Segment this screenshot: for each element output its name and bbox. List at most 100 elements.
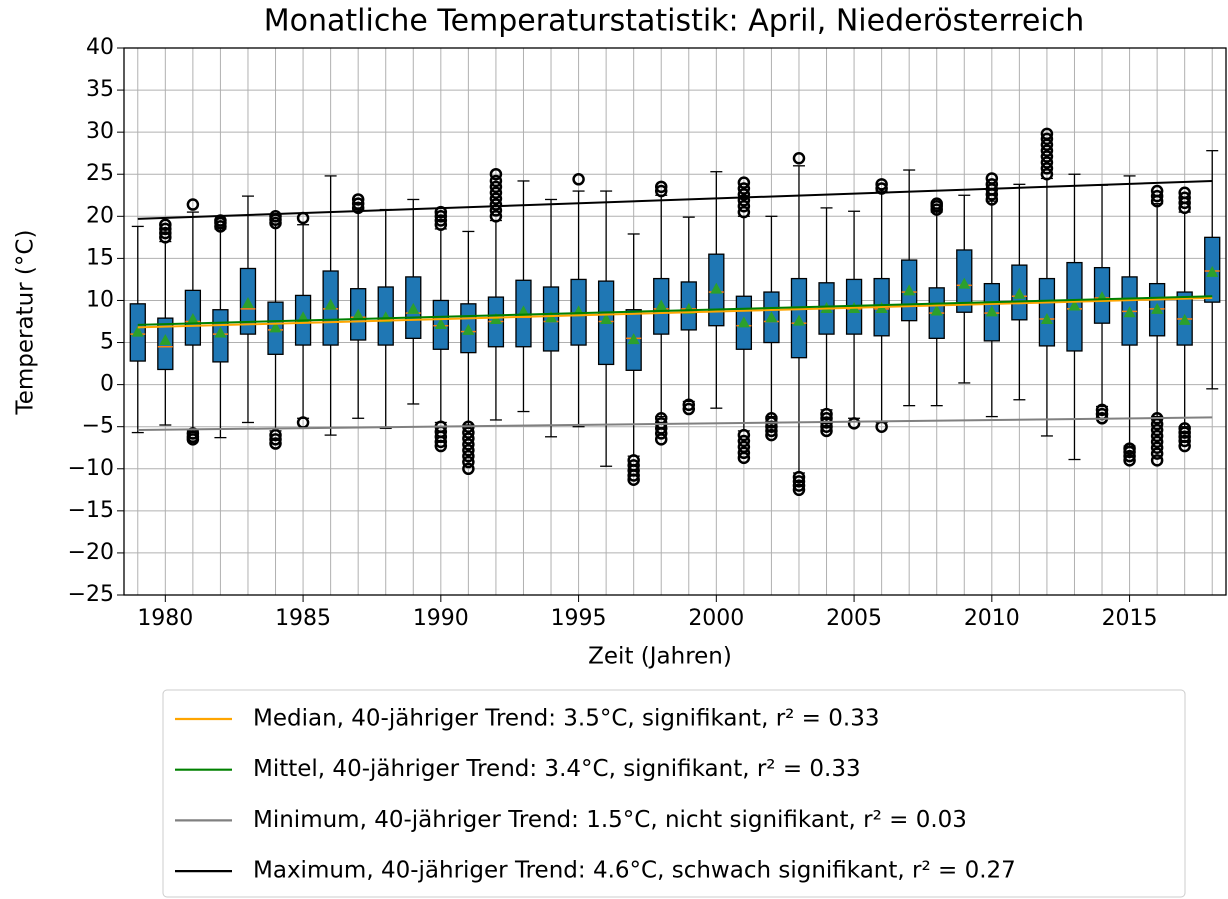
x-tick-label: 1985 bbox=[275, 606, 331, 631]
mean-marker bbox=[627, 333, 640, 345]
mean-marker bbox=[930, 304, 943, 316]
outlier bbox=[1150, 447, 1164, 460]
outlier bbox=[847, 417, 861, 430]
y-tick-label: 40 bbox=[86, 35, 114, 60]
trend-line bbox=[137, 179, 1213, 220]
mean-marker bbox=[710, 282, 723, 294]
legend-label: Minimum, 40-jähriger Trend: 1.5°C, nicht… bbox=[253, 807, 967, 833]
mean-marker bbox=[765, 311, 778, 323]
x-axis-label: Zeit (Jahren) bbox=[588, 644, 732, 670]
outlier bbox=[1040, 162, 1054, 175]
outlier bbox=[351, 201, 365, 215]
mean-marker bbox=[1040, 312, 1053, 324]
mean-marker bbox=[1068, 299, 1081, 311]
outlier bbox=[351, 197, 365, 210]
outlier bbox=[627, 473, 640, 486]
outlier bbox=[737, 428, 751, 442]
outlier bbox=[682, 398, 696, 412]
outlier bbox=[737, 194, 751, 207]
mean-marker bbox=[407, 302, 420, 314]
outlier bbox=[737, 451, 751, 465]
outlier bbox=[1178, 186, 1191, 199]
outlier bbox=[269, 210, 282, 223]
outlier bbox=[792, 479, 806, 492]
outlier bbox=[654, 180, 668, 194]
outlier bbox=[737, 188, 751, 201]
outlier bbox=[434, 435, 448, 449]
legend-label: Mittel, 40-jähriger Trend: 3.4°C, signif… bbox=[253, 756, 861, 782]
outlier bbox=[765, 428, 778, 442]
outlier bbox=[186, 198, 200, 211]
x-tick-label: 1980 bbox=[137, 606, 193, 631]
y-tick-label: −20 bbox=[68, 540, 114, 565]
outlier bbox=[1150, 417, 1164, 431]
x-tick-label: 2005 bbox=[826, 606, 882, 631]
y-axis-label: Temperatur (°C) bbox=[13, 230, 39, 416]
mean-marker bbox=[1178, 313, 1191, 325]
outlier bbox=[489, 180, 503, 194]
box bbox=[1038, 277, 1056, 347]
mean-marker bbox=[1151, 302, 1164, 314]
mean-marker bbox=[985, 305, 998, 317]
outlier bbox=[1150, 441, 1164, 454]
trend-line bbox=[137, 416, 1213, 432]
outlier bbox=[1040, 127, 1054, 141]
outlier bbox=[1123, 449, 1136, 463]
outlier bbox=[1150, 429, 1164, 443]
outlier bbox=[1150, 435, 1164, 449]
outlier bbox=[1178, 191, 1191, 205]
outlier bbox=[1040, 156, 1054, 169]
trend-line bbox=[137, 296, 1213, 329]
outlier bbox=[434, 218, 448, 231]
outlier bbox=[1150, 184, 1164, 198]
outlier bbox=[792, 470, 806, 484]
y-tick-label: −15 bbox=[68, 498, 114, 523]
outlier bbox=[1040, 150, 1054, 163]
outlier bbox=[820, 424, 833, 438]
outlier bbox=[792, 483, 806, 497]
outlier bbox=[737, 182, 751, 195]
mean-marker bbox=[737, 316, 750, 328]
outlier bbox=[489, 186, 503, 199]
outlier bbox=[737, 446, 751, 460]
mean-marker bbox=[324, 298, 337, 310]
outlier bbox=[186, 433, 200, 446]
outlier bbox=[1040, 167, 1054, 181]
outlier bbox=[1095, 403, 1109, 417]
mean-marker bbox=[462, 323, 475, 335]
legend-label: Maximum, 40-jähriger Trend: 4.6°C, schwa… bbox=[253, 858, 1016, 884]
outlier bbox=[682, 402, 696, 416]
outlier bbox=[434, 214, 448, 227]
outlier bbox=[269, 437, 282, 450]
outlier bbox=[462, 444, 475, 457]
outlier bbox=[1178, 426, 1191, 439]
mean-marker bbox=[655, 299, 668, 311]
y-tick-label: 0 bbox=[100, 372, 114, 397]
outlier bbox=[434, 439, 448, 453]
mean-marker bbox=[214, 326, 227, 338]
legend-label: Median, 40-jähriger Trend: 3.5°C, signif… bbox=[253, 706, 879, 732]
mean-marker bbox=[600, 312, 613, 324]
outlier bbox=[572, 173, 585, 186]
outlier bbox=[269, 433, 282, 446]
outlier bbox=[1178, 434, 1191, 448]
mean-marker bbox=[1123, 306, 1136, 318]
outlier bbox=[159, 231, 172, 244]
outlier bbox=[1150, 423, 1164, 437]
outlier bbox=[462, 426, 475, 439]
outlier bbox=[737, 205, 751, 219]
outlier bbox=[1178, 439, 1191, 453]
outlier bbox=[875, 178, 888, 191]
y-tick-label: 20 bbox=[86, 203, 114, 228]
outlier bbox=[1150, 454, 1164, 467]
outlier bbox=[462, 449, 475, 463]
outlier bbox=[737, 434, 751, 448]
outlier bbox=[462, 455, 475, 469]
outlier bbox=[1123, 445, 1136, 459]
y-tick-label: 25 bbox=[86, 161, 114, 186]
x-tick-label: 2000 bbox=[688, 606, 744, 631]
outlier bbox=[159, 222, 172, 236]
mean-marker bbox=[352, 308, 365, 320]
mean-marker bbox=[958, 277, 971, 289]
outlier bbox=[985, 172, 999, 185]
